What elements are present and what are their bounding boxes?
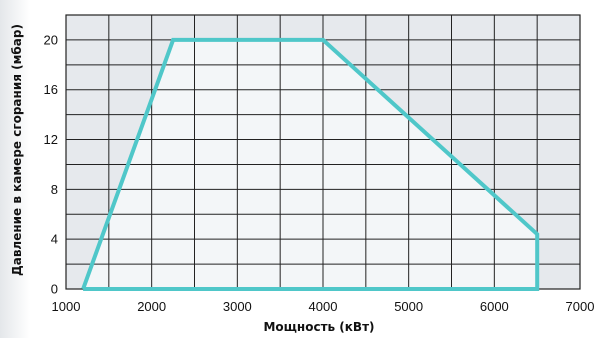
y-tick-label: 20: [44, 32, 58, 47]
y-tick-label: 0: [51, 282, 58, 297]
y-tick-label: 4: [51, 232, 58, 247]
x-ticks: 1000 2000 3000 4000 5000 6000 7000: [52, 299, 595, 314]
x-tick-label: 3000: [223, 299, 252, 314]
y-ticks: 0 4 8 12 16 20: [44, 32, 58, 296]
x-tick-label: 6000: [480, 299, 509, 314]
y-axis-title: Давление в камере сгорания (мбар): [10, 24, 24, 276]
x-tick-label: 4000: [309, 299, 338, 314]
y-tick-label: 16: [44, 82, 58, 97]
x-tick-label: 5000: [394, 299, 423, 314]
y-tick-label: 8: [51, 182, 58, 197]
x-tick-label: 2000: [137, 299, 166, 314]
x-tick-label: 1000: [52, 299, 81, 314]
y-tick-label: 12: [44, 132, 58, 147]
x-axis-title: Мощность (кВт): [263, 320, 374, 334]
x-tick-label: 7000: [566, 299, 595, 314]
operating-envelope-line: [81, 37, 540, 291]
